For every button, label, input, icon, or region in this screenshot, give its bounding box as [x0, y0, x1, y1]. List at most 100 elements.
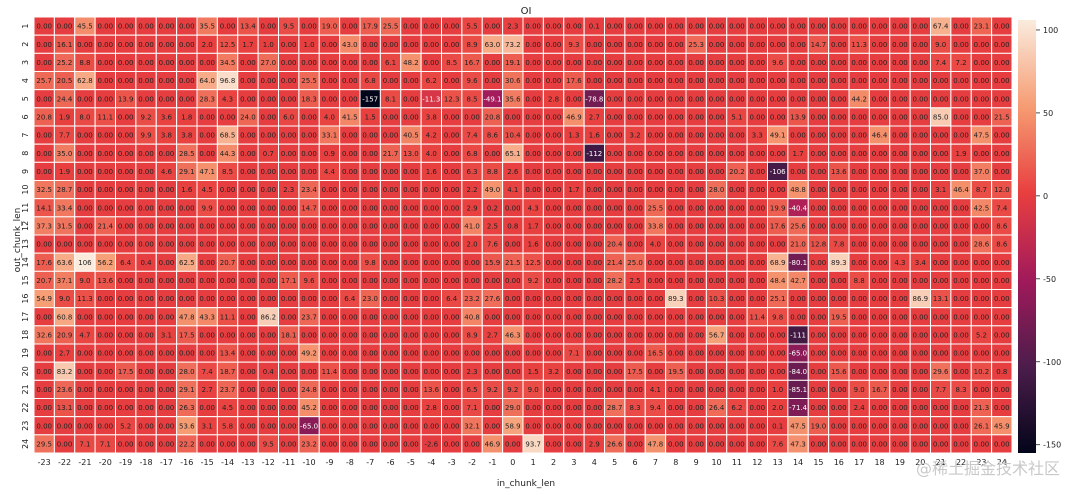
heatmap-cell-label: 0.00 [383, 295, 399, 303]
x-tick-label: -22 [58, 458, 71, 467]
heatmap-cell-label: 37.3 [36, 222, 52, 230]
x-tick-label: -5 [407, 458, 415, 467]
heatmap-cell-label: 6.5 [466, 386, 477, 394]
heatmap-cell-label: 0.00 [688, 77, 704, 85]
heatmap-cell-label: 0.00 [607, 41, 623, 49]
heatmap-cell-label: 0.00 [974, 41, 990, 49]
heatmap-cell-label: 0.00 [892, 386, 908, 394]
heatmap-cell-label: 0.00 [892, 222, 908, 230]
heatmap-cell-label: 2.9 [466, 204, 477, 212]
heatmap-cell-label: 0.00 [831, 222, 847, 230]
heatmap-cell-label: 0.00 [159, 241, 175, 249]
heatmap-cell-label: 0.00 [281, 204, 297, 212]
heatmap-cell-label: 0.00 [892, 368, 908, 376]
heatmap-cell-label: 17.5 [118, 368, 134, 376]
heatmap-cell-label: 0.00 [118, 350, 134, 358]
heatmap-cell-label: 0.00 [424, 422, 440, 430]
heatmap-cell-label: 9.6 [303, 277, 315, 285]
heatmap-cell-label: 0.00 [220, 440, 236, 448]
heatmap-cell-label: 0.00 [974, 386, 990, 394]
heatmap-cell-label: 28.7 [57, 186, 73, 194]
heatmap-cell-label: 0.00 [159, 440, 175, 448]
heatmap-cell-label: 0.00 [668, 59, 684, 67]
heatmap-cell-label: 0.00 [505, 313, 521, 321]
heatmap-cell-label: 0.00 [913, 113, 929, 121]
heatmap-cell-label: 26.1 [974, 422, 990, 430]
heatmap-cell-label: 0.00 [709, 386, 725, 394]
y-tick-label: 16 [21, 293, 30, 303]
heatmap-cell-label: 0.00 [464, 350, 480, 358]
heatmap-cell-label: 0.00 [953, 168, 969, 176]
heatmap-cell-label: 9.6 [772, 59, 784, 67]
heatmap-cell-label: 0.00 [709, 41, 725, 49]
heatmap-cell-label: 2.0 [202, 41, 213, 49]
heatmap-cell-label: 0.00 [342, 168, 358, 176]
heatmap-cell-label: 0.00 [261, 386, 277, 394]
watermark-text: @稀土掘金技术社区 [915, 459, 1060, 478]
heatmap-cell-label: 0.00 [261, 132, 277, 140]
y-tick-label: 10 [21, 184, 30, 194]
heatmap-cell-label: 0.4 [263, 368, 275, 376]
heatmap-cell-label: 0.00 [790, 59, 806, 67]
heatmap-cell-label: 0.00 [301, 295, 317, 303]
heatmap-cell-label: 0.00 [138, 23, 154, 31]
heatmap-cell-label: 0.00 [301, 59, 317, 67]
heatmap-cell-label: 89.3 [831, 259, 847, 267]
heatmap-cell-label: 0.00 [179, 23, 195, 31]
heatmap-cell-label: 6.4 [120, 259, 132, 267]
heatmap-cell-label: 0.00 [240, 59, 256, 67]
heatmap-cell-label: 0.00 [668, 259, 684, 267]
heatmap-cell-label: 18.1 [281, 331, 297, 339]
heatmap-cell-label: 4.0 [650, 241, 661, 249]
heatmap-cell-label: 0.00 [36, 95, 52, 103]
heatmap-cell-label: 0.00 [892, 404, 908, 412]
heatmap-cell-label: 0.00 [953, 241, 969, 249]
heatmap-cell-label: 0.00 [159, 95, 175, 103]
heatmap-cell-label: 0.00 [444, 222, 460, 230]
heatmap-cell-label: 0.00 [36, 23, 52, 31]
heatmap-cell-label: 0.00 [77, 368, 93, 376]
heatmap-cell-label: 0.00 [587, 186, 603, 194]
heatmap-cell-label: 0.00 [627, 241, 643, 249]
heatmap-cell-label: 49.0 [485, 186, 501, 194]
heatmap-cell-label: 0.00 [750, 150, 766, 158]
heatmap-cell-label: 0.00 [566, 259, 582, 267]
heatmap-cell-label: 8.0 [79, 113, 90, 121]
heatmap-cell-label: 11.1 [220, 313, 236, 321]
heatmap-cell-label: 26.6 [607, 440, 623, 448]
heatmap-cell-label: 0.00 [831, 41, 847, 49]
heatmap-cell-label: 0.00 [933, 404, 949, 412]
heatmap-cell-label: 0.00 [261, 404, 277, 412]
heatmap-cell-label: 0.00 [281, 41, 297, 49]
heatmap-cell-label: 12.8 [811, 241, 827, 249]
heatmap-cell-label: 1.6 [589, 132, 601, 140]
heatmap-cell-label: 0.00 [77, 186, 93, 194]
heatmap-cell-label: 0.00 [872, 59, 888, 67]
heatmap-cell-label: 0.00 [872, 331, 888, 339]
heatmap-cell-label: 0.00 [322, 331, 338, 339]
heatmap-cell-label: 0.00 [342, 132, 358, 140]
heatmap-cell-label: 6.4 [344, 295, 356, 303]
heatmap-cell-label: 20.7 [220, 259, 236, 267]
heatmap-cell-label: 0.00 [709, 77, 725, 85]
heatmap-cell-label: 0.00 [220, 331, 236, 339]
heatmap-cell-label: 0.00 [668, 95, 684, 103]
heatmap-cell-label: 0.00 [974, 77, 990, 85]
heatmap-cell-label: 9.2 [528, 277, 539, 285]
heatmap-cell-label: 9.0 [528, 386, 539, 394]
heatmap-cell-label: 28.2 [607, 277, 623, 285]
heatmap-cell-label: 0.00 [342, 59, 358, 67]
y-tick-label: 21 [21, 384, 30, 394]
heatmap-cell-label: 0.00 [770, 241, 786, 249]
heatmap-cell-label: 0.00 [872, 77, 888, 85]
heatmap-cell-label: 0.00 [362, 204, 378, 212]
heatmap-cell-label: 67.4 [933, 23, 949, 31]
heatmap-cell-label: 0.00 [36, 59, 52, 67]
x-tick-label: -20 [99, 458, 112, 467]
heatmap-cell-label: 1.3 [568, 132, 579, 140]
heatmap-cell-label: 0.00 [994, 331, 1010, 339]
heatmap-cell-label: 0.00 [546, 386, 562, 394]
heatmap-cell-label: 2.5 [487, 222, 498, 230]
heatmap-cell-label: 0.00 [851, 222, 867, 230]
heatmap-cell-label: 0.00 [851, 77, 867, 85]
